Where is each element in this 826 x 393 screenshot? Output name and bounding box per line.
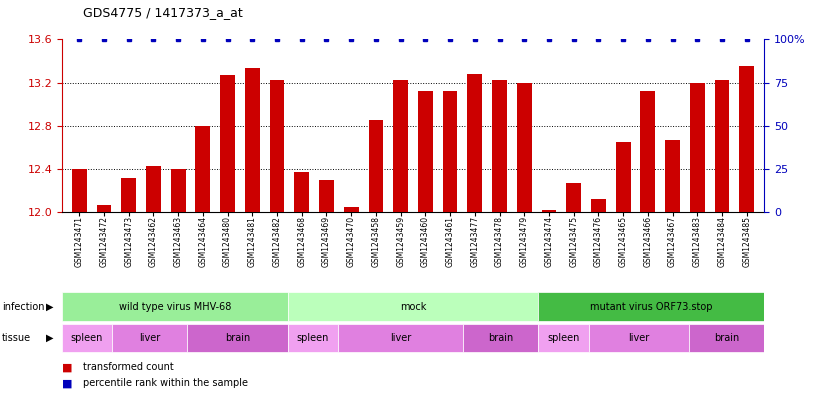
Text: GSM1243468: GSM1243468 xyxy=(297,216,306,267)
Bar xyxy=(714,81,729,212)
Bar xyxy=(468,74,482,212)
Text: GSM1243464: GSM1243464 xyxy=(198,216,207,267)
Text: liver: liver xyxy=(390,333,411,343)
Bar xyxy=(171,169,186,212)
Bar xyxy=(539,292,764,321)
Bar xyxy=(492,81,507,212)
Bar xyxy=(112,324,188,352)
Text: infection: infection xyxy=(2,301,44,312)
Text: ■: ■ xyxy=(62,362,73,373)
Text: spleen: spleen xyxy=(548,333,580,343)
Text: brain: brain xyxy=(488,333,514,343)
Text: GSM1243472: GSM1243472 xyxy=(99,216,108,267)
Bar xyxy=(443,91,458,212)
Text: GSM1243465: GSM1243465 xyxy=(619,216,628,267)
Text: GSM1243469: GSM1243469 xyxy=(322,216,331,267)
Bar xyxy=(542,210,557,212)
Text: brain: brain xyxy=(714,333,739,343)
Bar xyxy=(269,81,284,212)
Bar xyxy=(196,126,211,212)
Text: GSM1243484: GSM1243484 xyxy=(718,216,727,267)
Bar xyxy=(244,68,259,212)
Text: GSM1243462: GSM1243462 xyxy=(149,216,158,267)
Text: ▶: ▶ xyxy=(45,301,54,312)
Text: percentile rank within the sample: percentile rank within the sample xyxy=(83,378,248,388)
Bar xyxy=(393,81,408,212)
Text: GSM1243460: GSM1243460 xyxy=(421,216,430,267)
Text: mutant virus ORF73.stop: mutant virus ORF73.stop xyxy=(590,301,713,312)
Text: GSM1243473: GSM1243473 xyxy=(124,216,133,267)
Text: liver: liver xyxy=(139,333,160,343)
Text: GSM1243480: GSM1243480 xyxy=(223,216,232,267)
Text: spleen: spleen xyxy=(71,333,103,343)
Text: GSM1243459: GSM1243459 xyxy=(396,216,405,267)
Text: GSM1243485: GSM1243485 xyxy=(743,216,751,267)
Bar xyxy=(463,324,539,352)
Text: GSM1243471: GSM1243471 xyxy=(75,216,83,267)
Text: GSM1243482: GSM1243482 xyxy=(273,216,282,267)
Text: GSM1243474: GSM1243474 xyxy=(544,216,553,267)
Bar xyxy=(589,324,689,352)
Text: mock: mock xyxy=(400,301,426,312)
Bar xyxy=(294,172,309,212)
Bar xyxy=(418,91,433,212)
Bar xyxy=(97,205,112,212)
Bar xyxy=(739,66,754,212)
Text: GSM1243478: GSM1243478 xyxy=(495,216,504,267)
Text: tissue: tissue xyxy=(2,333,31,343)
Bar xyxy=(338,324,463,352)
Text: GSM1243483: GSM1243483 xyxy=(693,216,702,267)
Text: ▶: ▶ xyxy=(45,333,54,343)
Text: brain: brain xyxy=(225,333,250,343)
Bar xyxy=(319,180,334,212)
Text: GSM1243476: GSM1243476 xyxy=(594,216,603,267)
Bar xyxy=(72,169,87,212)
Bar xyxy=(146,166,161,212)
Bar xyxy=(368,120,383,212)
Bar xyxy=(62,324,112,352)
Bar xyxy=(517,83,532,212)
Bar xyxy=(665,140,680,212)
Bar xyxy=(344,207,358,212)
Bar xyxy=(287,292,539,321)
Bar xyxy=(615,142,630,212)
Text: GSM1243470: GSM1243470 xyxy=(347,216,356,267)
Text: GSM1243479: GSM1243479 xyxy=(520,216,529,267)
Bar xyxy=(221,75,235,212)
Text: liver: liver xyxy=(628,333,649,343)
Text: GSM1243475: GSM1243475 xyxy=(569,216,578,267)
Text: GSM1243463: GSM1243463 xyxy=(173,216,183,267)
Text: ■: ■ xyxy=(62,378,73,388)
Bar xyxy=(287,324,338,352)
Text: GSM1243477: GSM1243477 xyxy=(470,216,479,267)
Bar xyxy=(188,324,287,352)
Text: spleen: spleen xyxy=(297,333,329,343)
Text: wild type virus MHV-68: wild type virus MHV-68 xyxy=(119,301,231,312)
Text: GDS4775 / 1417373_a_at: GDS4775 / 1417373_a_at xyxy=(83,6,242,19)
Bar xyxy=(567,183,582,212)
Text: transformed count: transformed count xyxy=(83,362,173,373)
Bar xyxy=(539,324,588,352)
Bar xyxy=(689,324,764,352)
Text: GSM1243461: GSM1243461 xyxy=(445,216,454,267)
Text: GSM1243467: GSM1243467 xyxy=(668,216,677,267)
Text: GSM1243458: GSM1243458 xyxy=(372,216,381,267)
Text: GSM1243481: GSM1243481 xyxy=(248,216,257,267)
Bar xyxy=(62,292,287,321)
Bar xyxy=(690,83,705,212)
Text: GSM1243466: GSM1243466 xyxy=(643,216,653,267)
Bar xyxy=(640,91,655,212)
Bar xyxy=(121,178,136,212)
Bar xyxy=(591,199,605,212)
